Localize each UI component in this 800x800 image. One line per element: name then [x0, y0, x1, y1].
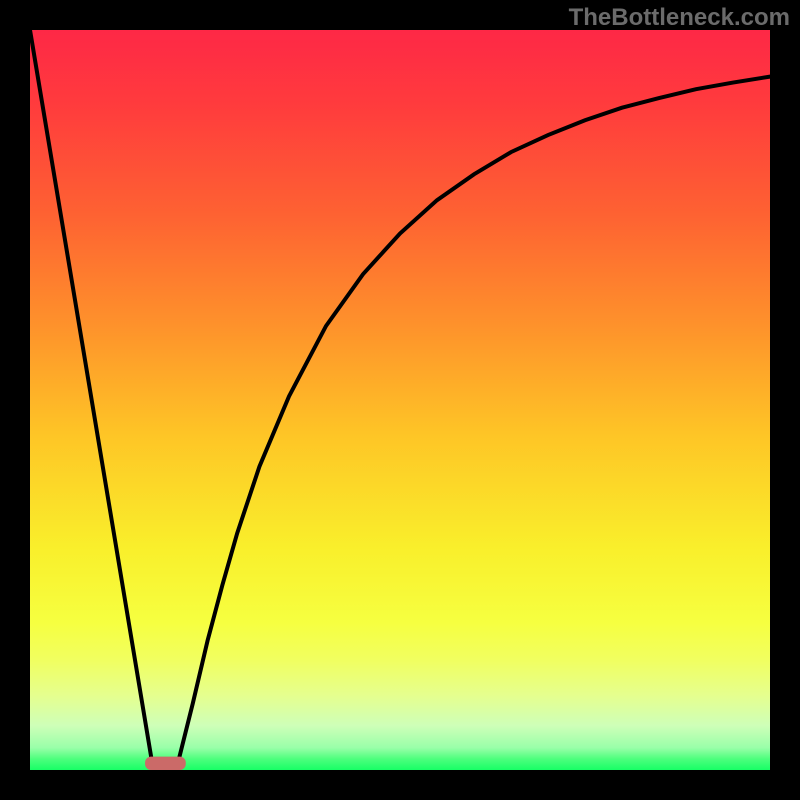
watermark-text: TheBottleneck.com — [569, 4, 790, 32]
chart-container: { "watermark": { "text": "TheBottleneck.… — [0, 0, 800, 800]
bottleneck-chart — [0, 0, 800, 800]
dip-marker — [145, 757, 186, 770]
plot-gradient-background — [30, 30, 770, 770]
